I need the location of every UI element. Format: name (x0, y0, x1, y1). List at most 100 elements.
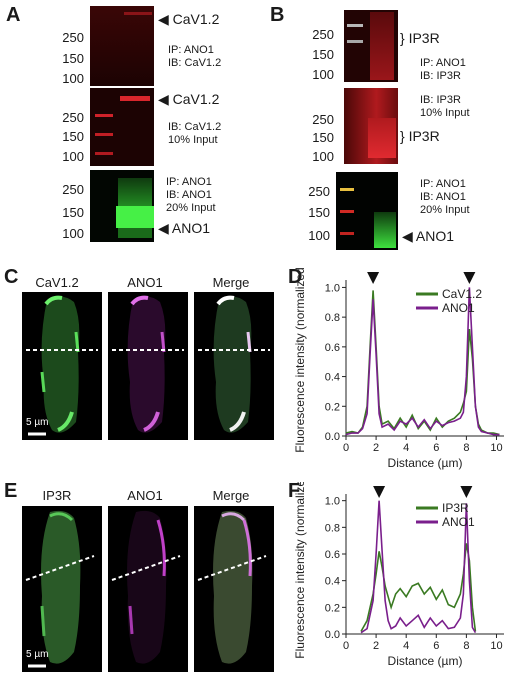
legend-entry: ANO1 (442, 301, 475, 315)
blot-a2 (90, 88, 154, 166)
band-name: ANO1 (415, 228, 455, 244)
mw-label: 100 (312, 149, 334, 164)
band-name: CaV1.2 (172, 11, 220, 27)
band-name: ANO1 (171, 220, 211, 236)
mw-label: 100 (62, 149, 84, 164)
panel-letter-f: F (288, 480, 301, 502)
input-note: 10% Input (168, 134, 218, 146)
band-arrow-label: ◀ ANO1 (158, 220, 211, 236)
x-tick-label: 4 (403, 640, 409, 652)
mw-label: 250 (62, 30, 84, 45)
cell-shape (198, 295, 270, 433)
x-tick-label: 10 (490, 640, 502, 652)
cell-shape (111, 510, 181, 664)
mw-label: 150 (312, 130, 334, 145)
x-tick-label: 8 (463, 442, 469, 454)
micrograph-c-cav: 5 µm (22, 292, 102, 440)
x-tick-label: 0 (343, 442, 349, 454)
band-arrow-label: ◀ ANO1 (402, 228, 455, 244)
mw-label: 100 (62, 226, 84, 241)
y-tick-label: 0.8 (325, 522, 340, 534)
band-arrow-label: ◀ CaV1.2 (158, 91, 220, 107)
y-tick-label: 0.6 (325, 549, 340, 561)
panel-letter-d: D (288, 266, 303, 288)
y-axis-label: Fluorescence intensity (normalized) (293, 482, 307, 659)
peak-marker (367, 272, 380, 284)
y-tick-label: 0.2 (325, 602, 340, 614)
peak-marker (460, 486, 473, 498)
x-tick-label: 0 (343, 640, 349, 652)
mw-label: 150 (62, 205, 84, 220)
line-chart-d: 0 2 4 6 8 10 0.0 0.2 0.4 0.6 0.8 1.0 Distance (µm) Fl… (293, 268, 504, 470)
mw-label: 250 (62, 182, 84, 197)
mw-label: 250 (312, 112, 334, 127)
image-title: CaV1.2 (35, 275, 79, 290)
cell-shape (25, 510, 95, 668)
x-tick-label: 6 (433, 640, 439, 652)
ib-note: IB: CaV1.2 (168, 57, 222, 69)
mw-label: 250 (62, 110, 84, 125)
ib-note: IB: ANO1 (420, 191, 466, 203)
input-note: 10% Input (420, 107, 470, 119)
y-tick-label: 1.0 (325, 282, 340, 294)
mw-label: 150 (62, 129, 84, 144)
mw-label: 150 (312, 47, 334, 62)
y-tick-label: 0.2 (325, 401, 340, 413)
image-title: ANO1 (127, 275, 163, 290)
legend-entry: IP3R (442, 501, 469, 515)
ib-note: IB: ANO1 (166, 189, 212, 201)
band-name: IP3R (408, 128, 440, 144)
cell-shape (112, 295, 184, 433)
panel-letter-c: C (4, 266, 19, 288)
y-tick-label: 0.4 (325, 576, 340, 588)
scale-bar-label: 5 µm (26, 649, 49, 660)
x-tick-label: 2 (373, 442, 379, 454)
mw-label: 100 (308, 228, 330, 243)
mw-label: 150 (308, 205, 330, 220)
mw-label: 250 (312, 27, 334, 42)
micrograph-c-merge (194, 292, 274, 440)
legend-entry: CaV1.2 (442, 287, 482, 301)
ib-note: IB: IP3R (420, 70, 461, 82)
blot-b3 (336, 172, 398, 250)
micrograph-c-ano1 (108, 292, 188, 440)
x-axis-label: Distance (µm) (388, 654, 463, 668)
line-chart-f: 0 2 4 6 8 10 0.0 0.2 0.4 0.6 0.8 1.0 Distance (µm) Fl… (293, 482, 504, 668)
cell-shape (26, 295, 98, 436)
mw-label: 250 (308, 184, 330, 199)
band-name: IP3R (408, 30, 440, 46)
y-tick-label: 0.0 (325, 629, 340, 641)
band-arrow-label: ◀ CaV1.2 (158, 11, 220, 27)
mw-label: 150 (62, 51, 84, 66)
image-title: IP3R (42, 488, 72, 503)
x-tick-label: 4 (403, 442, 409, 454)
ip-note: IP: ANO1 (420, 57, 466, 69)
ip-note: IP: ANO1 (166, 176, 212, 188)
micrograph-e-merge (194, 506, 274, 672)
mw-label: 100 (62, 71, 84, 86)
x-axis-label: Distance (µm) (388, 456, 463, 470)
y-tick-label: 1.0 (325, 496, 340, 508)
ib-note: IB: CaV1.2 (168, 121, 222, 133)
y-tick-label: 0.6 (325, 342, 340, 354)
input-note: 20% Input (166, 202, 216, 214)
x-tick-label: 6 (433, 442, 439, 454)
band-arrow-label: } IP3R (400, 30, 440, 46)
input-note: 20% Input (420, 204, 470, 216)
ib-note: IB: IP3R (420, 94, 461, 106)
x-tick-label: 10 (490, 442, 502, 454)
band-name: CaV1.2 (172, 91, 220, 107)
y-tick-label: 0.8 (325, 312, 340, 324)
series-line-ano1 (345, 287, 500, 436)
image-title: ANO1 (127, 488, 163, 503)
image-title: Merge (212, 275, 250, 290)
micrograph-e-ip3r: 5 µm (22, 506, 102, 672)
peak-marker (463, 272, 476, 284)
scale-bar-label: 5 µm (26, 417, 49, 428)
y-tick-label: 0.0 (325, 431, 340, 443)
legend-entry: ANO1 (442, 515, 475, 529)
ip-note: IP: ANO1 (420, 178, 466, 190)
panel-letter-b: B (270, 4, 285, 26)
cell-shape (197, 510, 267, 664)
blot-b2 (344, 88, 398, 164)
